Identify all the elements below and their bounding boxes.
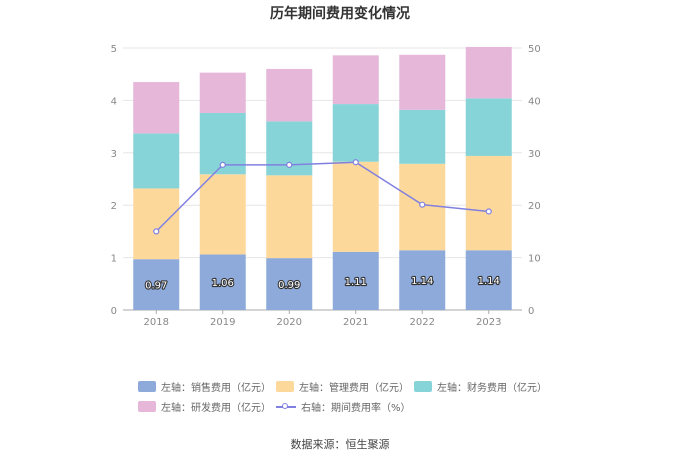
legend-item[interactable]: 左轴：财务费用（亿元）: [414, 379, 547, 394]
rate-point: [485, 208, 492, 215]
data-label: 1.11: [345, 277, 367, 288]
legend-label: 左轴：财务费用（亿元）: [437, 383, 547, 394]
x-tick-label: 2018: [144, 317, 169, 328]
bar-segment: [133, 82, 180, 134]
legend-label: 左轴：管理费用（亿元）: [299, 383, 409, 394]
y-right-tick-label: 50: [528, 44, 541, 55]
legend-swatch: [138, 381, 156, 392]
rate-point: [352, 159, 359, 166]
legend-swatch: [414, 381, 432, 392]
legend-label: 右轴：期间费用率（%）: [301, 403, 411, 414]
legend-line-swatch: [276, 401, 296, 412]
legend-item[interactable]: 右轴：期间费用率（%）: [276, 399, 411, 414]
bar-segment: [465, 46, 512, 99]
y-left-tick-label: 5: [111, 44, 117, 55]
bar-segment: [332, 161, 379, 252]
y-right-tick-label: 20: [528, 201, 541, 212]
bar-segment: [332, 251, 379, 310]
legend-swatch: [138, 401, 156, 412]
x-tick-label: 2021: [343, 317, 368, 328]
bar-segment: [266, 258, 313, 310]
data-label: 0.97: [145, 281, 167, 292]
bar-segment: [399, 250, 446, 310]
data-source: 数据来源：恒生聚源: [290, 438, 390, 451]
rate-point: [153, 228, 160, 235]
y-left-tick-label: 0: [111, 306, 117, 317]
bar-segment: [199, 174, 246, 255]
rate-point: [419, 201, 426, 208]
bar-segment: [399, 54, 446, 110]
legend-item[interactable]: 左轴：销售费用（亿元）: [138, 379, 271, 394]
x-tick-label: 2020: [277, 317, 302, 328]
bar-segment: [332, 55, 379, 105]
bar-segment: [133, 133, 180, 189]
bar-segment: [332, 104, 379, 162]
rate-line: [155, 161, 489, 232]
y-right-tick-label: 10: [528, 254, 541, 265]
bar-segment: [133, 259, 180, 310]
legend-label: 左轴：研发费用（亿元）: [161, 403, 271, 414]
data-label: 1.06: [212, 278, 234, 289]
legend-item[interactable]: 左轴：研发费用（亿元）: [138, 399, 271, 414]
x-tick-label: 2019: [210, 317, 235, 328]
x-tick-label: 2022: [410, 317, 435, 328]
rate-point: [286, 161, 293, 168]
data-label: 1.14: [411, 276, 433, 287]
x-tick-label: 2023: [476, 317, 501, 328]
y-right-tick-label: 0: [528, 306, 534, 317]
data-label: 0.99: [278, 280, 300, 291]
y-left-tick-label: 1: [111, 254, 117, 265]
bar-segment: [465, 155, 512, 251]
y-right-tick-label: 40: [528, 96, 541, 107]
data-label: 1.14: [478, 276, 500, 287]
legend-swatch: [276, 381, 294, 392]
bar-segment: [133, 188, 180, 260]
bar-segment: [465, 98, 512, 156]
rate-point: [219, 161, 226, 168]
y-left-tick-label: 2: [111, 201, 117, 212]
legend-label: 左轴：销售费用（亿元）: [161, 383, 271, 394]
bar-segment: [399, 109, 446, 164]
bar-segment: [199, 254, 246, 310]
y-right-tick-label: 30: [528, 149, 541, 160]
chart-title: 历年期间费用变化情况: [270, 6, 410, 22]
y-left-tick-label: 4: [111, 96, 117, 107]
bar-segment: [199, 72, 246, 113]
bar-segment: [266, 175, 313, 259]
legend-line-marker: [282, 403, 288, 409]
bar-segment: [266, 68, 313, 122]
y-left-tick-label: 3: [111, 149, 117, 160]
legend-item[interactable]: 左轴：管理费用（亿元）: [276, 379, 409, 394]
bar-segment: [465, 250, 512, 310]
